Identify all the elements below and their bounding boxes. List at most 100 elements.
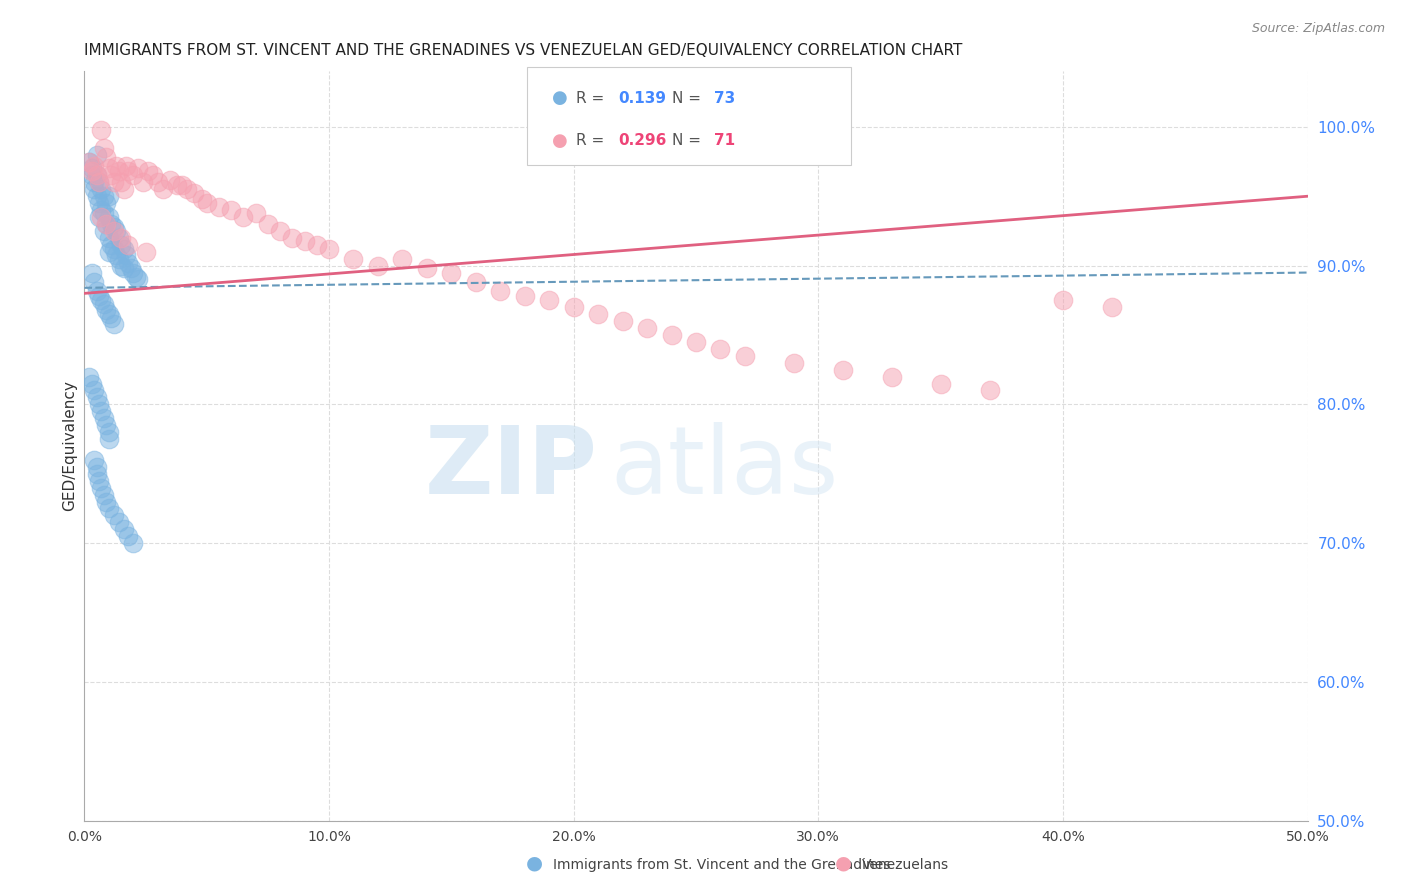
- Text: atlas: atlas: [610, 423, 838, 515]
- Point: [122, 169, 145, 183]
- Point: [831, 362, 853, 376]
- Text: ZIP: ZIP: [425, 423, 598, 515]
- Point: [90, 481, 112, 495]
- Point: [294, 234, 316, 248]
- Point: [83, 275, 105, 289]
- Point: [195, 196, 218, 211]
- Point: [172, 178, 194, 193]
- Point: [103, 508, 125, 523]
- Text: ●: ●: [835, 854, 852, 872]
- Point: [83, 384, 105, 398]
- Point: [269, 224, 291, 238]
- Text: ●: ●: [526, 854, 543, 872]
- Point: [685, 334, 707, 349]
- Point: [83, 453, 105, 467]
- Point: [93, 224, 115, 238]
- Point: [97, 432, 120, 446]
- Point: [80, 161, 103, 176]
- Text: R =: R =: [576, 134, 610, 148]
- Point: [87, 474, 110, 488]
- Text: ●: ●: [551, 89, 568, 107]
- Point: [103, 317, 125, 331]
- Text: 0.296: 0.296: [619, 134, 666, 148]
- Text: Immigrants from St. Vincent and the Grenadines: Immigrants from St. Vincent and the Gren…: [553, 858, 890, 872]
- Point: [110, 259, 132, 273]
- Point: [257, 217, 280, 231]
- Point: [93, 141, 115, 155]
- Point: [112, 242, 135, 256]
- Point: [538, 293, 561, 308]
- Text: 73: 73: [714, 91, 735, 105]
- Text: Source: ZipAtlas.com: Source: ZipAtlas.com: [1251, 22, 1385, 36]
- Point: [1101, 300, 1123, 314]
- Point: [208, 200, 231, 214]
- Point: [90, 404, 112, 418]
- Text: Venezuelans: Venezuelans: [862, 858, 949, 872]
- Point: [110, 175, 132, 189]
- Point: [87, 289, 110, 303]
- Point: [489, 284, 512, 298]
- Point: [80, 169, 103, 183]
- Point: [86, 467, 108, 481]
- Point: [103, 175, 125, 189]
- Point: [77, 154, 100, 169]
- Point: [90, 210, 112, 224]
- Point: [96, 418, 118, 433]
- Point: [103, 219, 125, 234]
- Point: [612, 314, 634, 328]
- Point: [86, 459, 108, 474]
- Point: [97, 189, 120, 203]
- Point: [929, 376, 952, 391]
- Point: [80, 266, 103, 280]
- Point: [87, 210, 110, 224]
- Point: [127, 161, 149, 176]
- Point: [105, 247, 128, 261]
- Point: [93, 189, 115, 203]
- Point: [97, 210, 120, 224]
- Text: R =: R =: [576, 91, 610, 105]
- Point: [191, 192, 214, 206]
- Point: [122, 266, 145, 280]
- Point: [77, 154, 100, 169]
- Text: N =: N =: [672, 134, 706, 148]
- Point: [513, 289, 536, 303]
- Text: ●: ●: [551, 132, 568, 150]
- Point: [86, 147, 108, 161]
- Point: [86, 169, 108, 183]
- Point: [83, 182, 105, 196]
- Point: [132, 175, 155, 189]
- Point: [734, 349, 756, 363]
- Point: [117, 256, 139, 270]
- Text: 0.139: 0.139: [619, 91, 666, 105]
- Point: [83, 159, 105, 173]
- Point: [86, 284, 108, 298]
- Point: [86, 189, 108, 203]
- Point: [880, 369, 903, 384]
- Point: [281, 231, 304, 245]
- Point: [135, 244, 157, 259]
- Point: [176, 182, 198, 196]
- Point: [87, 175, 110, 189]
- Point: [107, 252, 129, 266]
- Point: [125, 269, 148, 284]
- Point: [93, 206, 115, 220]
- Point: [87, 397, 110, 411]
- Point: [107, 231, 129, 245]
- Point: [636, 321, 658, 335]
- Point: [115, 159, 138, 173]
- Point: [80, 164, 103, 178]
- Point: [83, 175, 105, 189]
- Point: [127, 272, 149, 286]
- Point: [586, 307, 609, 321]
- Point: [183, 186, 205, 201]
- Point: [136, 164, 159, 178]
- Point: [305, 237, 328, 252]
- Point: [97, 231, 120, 245]
- Point: [783, 356, 806, 370]
- Point: [103, 224, 125, 238]
- Point: [367, 259, 389, 273]
- Point: [709, 342, 731, 356]
- Point: [107, 164, 129, 178]
- Point: [105, 159, 128, 173]
- Point: [93, 411, 115, 425]
